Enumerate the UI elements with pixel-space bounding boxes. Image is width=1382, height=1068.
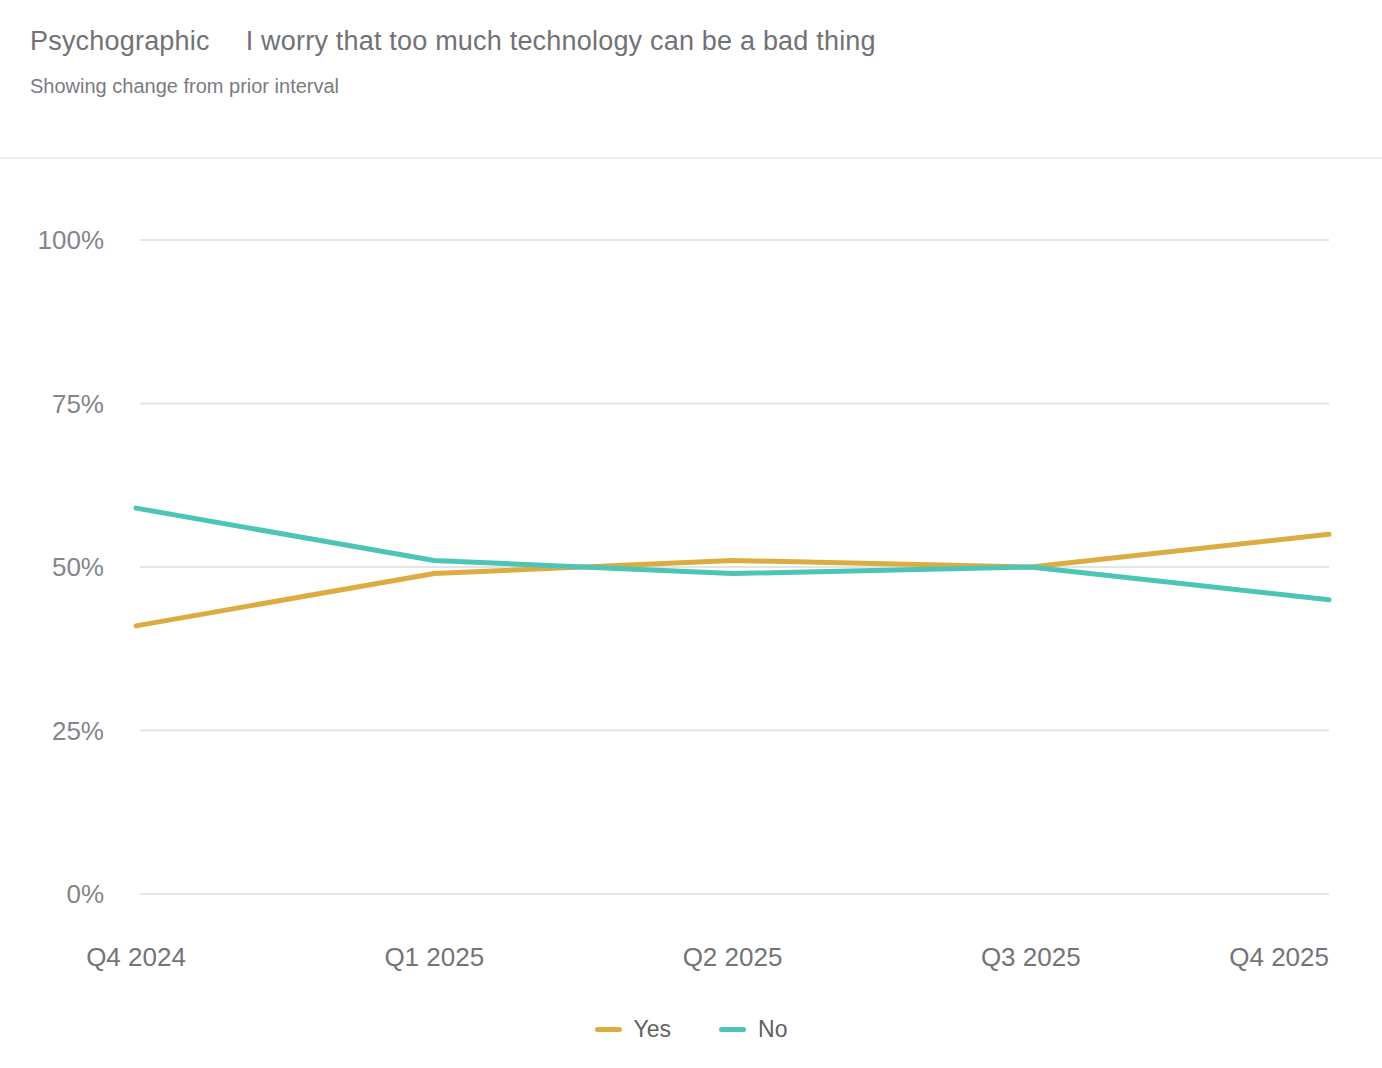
- category-label: Psychographic: [30, 26, 210, 56]
- chart-legend: Yes No: [0, 1016, 1382, 1043]
- header-divider: [0, 157, 1382, 159]
- chart-card: 0% 25% 50% 75% 100% Q4 2024 Q1 2025 Q2 2025 Q3 2…: [0, 0, 1382, 1068]
- y-axis-tick-label: 0%: [66, 879, 104, 909]
- legend-label: Yes: [634, 1016, 672, 1043]
- x-axis-tick-label: Q2 2025: [683, 942, 783, 972]
- y-axis-tick-label: 100%: [38, 225, 105, 255]
- y-axis-tick-label: 25%: [52, 716, 104, 746]
- line-chart[interactable]: 0% 25% 50% 75% 100% Q4 2024 Q1 2025 Q2 2025 Q3 2…: [0, 0, 1382, 1068]
- x-axis-tick-label: Q4 2025: [1229, 942, 1329, 972]
- chart-header: Psychographic I worry that too much techn…: [30, 26, 1352, 98]
- x-axis-tick-label: Q1 2025: [384, 942, 484, 972]
- legend-item-no[interactable]: No: [719, 1016, 787, 1043]
- y-axis-tick-label: 50%: [52, 552, 104, 582]
- page-title: Psychographic I worry that too much techn…: [30, 26, 1352, 57]
- x-axis-tick-label: Q3 2025: [981, 942, 1081, 972]
- legend-item-yes[interactable]: Yes: [595, 1016, 672, 1043]
- y-axis-tick-label: 75%: [52, 389, 104, 419]
- x-axis-tick-label: Q4 2024: [86, 942, 186, 972]
- legend-swatch-no: [719, 1027, 746, 1032]
- question-title: I worry that too much technology can be …: [246, 26, 876, 56]
- legend-swatch-yes: [595, 1027, 622, 1032]
- legend-label: No: [758, 1016, 787, 1043]
- chart-subtitle: Showing change from prior interval: [30, 75, 1352, 98]
